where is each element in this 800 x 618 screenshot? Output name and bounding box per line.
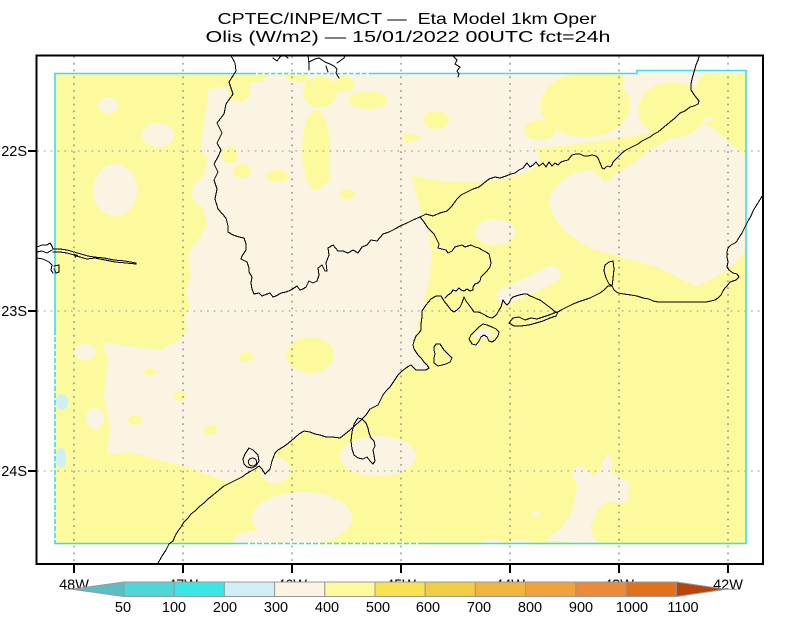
svg-text:Olis (W/m2) — 15/01/2022 00UTC: Olis (W/m2) — 15/01/2022 00UTC fct=24h: [206, 29, 611, 46]
svg-text:42W: 42W: [713, 578, 743, 594]
svg-text:50: 50: [115, 600, 131, 616]
svg-text:900: 900: [569, 600, 593, 616]
svg-text:22S: 22S: [1, 144, 27, 160]
svg-text:500: 500: [366, 600, 390, 616]
svg-text:200: 200: [213, 600, 237, 616]
svg-text:100: 100: [162, 600, 186, 616]
svg-text:CPTEC/INPE/MCT — Eta Model 1k: CPTEC/INPE/MCT — Eta Model 1km Oper: [218, 11, 598, 28]
svg-text:600: 600: [416, 600, 440, 616]
svg-text:1100: 1100: [667, 600, 698, 616]
svg-text:700: 700: [467, 600, 491, 616]
svg-text:400: 400: [315, 600, 339, 616]
svg-text:24S: 24S: [1, 464, 27, 480]
svg-text:1000: 1000: [616, 600, 648, 616]
svg-text:800: 800: [518, 600, 542, 616]
svg-text:23S: 23S: [1, 304, 27, 320]
svg-text:300: 300: [264, 600, 288, 616]
